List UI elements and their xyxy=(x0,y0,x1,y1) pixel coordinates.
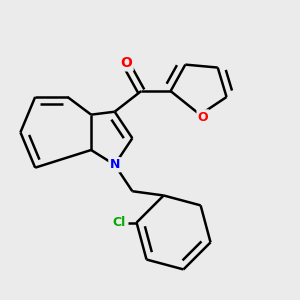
Text: O: O xyxy=(198,110,208,124)
Text: N: N xyxy=(110,158,120,171)
Text: Cl: Cl xyxy=(112,216,125,229)
Text: O: O xyxy=(121,56,132,70)
